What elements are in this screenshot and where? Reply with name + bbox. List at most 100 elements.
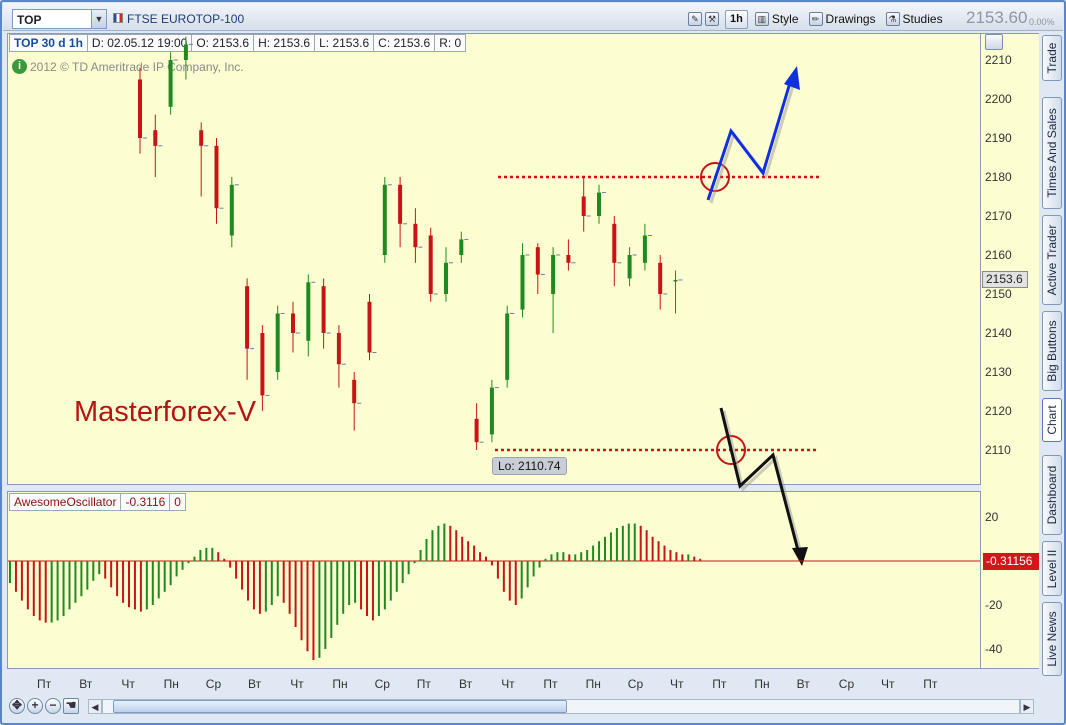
- symbol-selector[interactable]: TOP ▼: [12, 9, 107, 29]
- time-axis-label: Вт: [796, 677, 810, 691]
- eu-flag-icon: [113, 13, 123, 23]
- oscillator-name[interactable]: AwesomeOscillator: [9, 493, 122, 511]
- price-tick-label: 2120: [985, 404, 1012, 418]
- candle-body: [183, 44, 188, 60]
- price-chart-panel[interactable]: [7, 33, 981, 485]
- candle-body: [306, 282, 311, 341]
- candle-body: [428, 235, 433, 294]
- candle-body: [535, 247, 540, 275]
- copyright-notice: 2012 © TD Ameritrade IP Company, Inc.: [30, 60, 244, 74]
- time-axis-label: Чт: [670, 677, 684, 691]
- studies-icon: ⚗: [885, 12, 900, 26]
- style-button[interactable]: ▥ Style: [750, 10, 804, 29]
- style-label: Style: [771, 12, 799, 26]
- down-arrow: [719, 407, 802, 559]
- drawing-tool-icon[interactable]: ✎: [688, 12, 702, 26]
- candle-body: [398, 184, 403, 224]
- zoom-out-icon[interactable]: −: [45, 698, 61, 714]
- bar-range: R: 0: [435, 34, 467, 52]
- low-price-label: Lo: 2110.74: [492, 457, 567, 475]
- studies-button[interactable]: ⚗ Studies: [881, 10, 948, 29]
- tab-live-news[interactable]: Live News: [1042, 602, 1062, 676]
- up-arrow: [706, 75, 794, 201]
- price-tick-label: 2210: [985, 53, 1012, 67]
- pencil-icon: ✏: [808, 12, 823, 26]
- down-arrow-shadow: [722, 410, 805, 562]
- scroll-right-icon[interactable]: ▶: [1020, 699, 1034, 714]
- candle-body: [505, 313, 510, 380]
- time-axis-label: Ср: [627, 677, 644, 691]
- pan-icon[interactable]: ✥: [9, 698, 25, 714]
- candle-body: [612, 223, 617, 263]
- tab-times-and-sales[interactable]: Times And Sales: [1042, 97, 1062, 209]
- tab-chart[interactable]: Chart: [1042, 398, 1062, 442]
- tab-label: Times And Sales: [1045, 108, 1059, 198]
- candle-body: [673, 279, 678, 282]
- candle-body: [444, 262, 448, 294]
- side-tab-bar: Trade Times And Sales Active Trader Big …: [1041, 33, 1063, 697]
- up-arrow-shadow: [709, 78, 797, 204]
- price-tick-label: 2170: [985, 209, 1012, 223]
- candle-body: [336, 333, 341, 365]
- time-axis-label: Вт: [459, 677, 473, 691]
- price-tick-label: 2110: [985, 443, 1011, 457]
- candle-body: [168, 60, 173, 107]
- scroll-thumb[interactable]: [113, 700, 567, 713]
- wrench-icon[interactable]: ⚒: [705, 12, 719, 26]
- candle-body: [413, 223, 418, 248]
- price-tick-label: 2130: [985, 365, 1012, 379]
- time-axis-label: Чт: [881, 677, 895, 691]
- tab-dashboard[interactable]: Dashboard: [1042, 455, 1062, 535]
- time-axis-label: Пн: [754, 677, 770, 691]
- time-axis-label: Ср: [838, 677, 855, 691]
- hand-icon[interactable]: ☚: [63, 698, 79, 714]
- timeframe-button[interactable]: 1h: [725, 9, 748, 29]
- tab-label: Big Buttons: [1045, 320, 1059, 382]
- candle-body: [520, 255, 525, 310]
- time-axis-label: Пн: [585, 677, 601, 691]
- symbol-value: TOP: [17, 13, 42, 27]
- down-arrow-head: [792, 547, 808, 566]
- bar-high: H: 2153.6: [254, 34, 316, 52]
- tab-level-ii[interactable]: Level II: [1042, 541, 1062, 596]
- info-icon[interactable]: i: [12, 59, 27, 74]
- candle-body: [658, 262, 663, 294]
- chart-settings-icon[interactable]: [985, 34, 1003, 50]
- up-arrow-head: [784, 66, 800, 90]
- candle-body: [627, 255, 632, 279]
- candle-body: [642, 235, 647, 263]
- drawings-button[interactable]: ✏ Drawings: [804, 10, 881, 29]
- time-axis[interactable]: Пт Вт Чт Пн Ср Вт Чт Пн Ср Пт Вт Чт Пт Пн Ср Чт Пт Пн Вт Ср…: [7, 671, 1039, 693]
- tab-big-buttons[interactable]: Big Buttons: [1042, 311, 1062, 391]
- candle-body: [459, 239, 464, 255]
- bar-close: C: 2153.6: [374, 34, 436, 52]
- tab-active-trader[interactable]: Active Trader: [1042, 215, 1062, 305]
- candle-body: [153, 130, 158, 146]
- time-axis-label: Ср: [205, 677, 222, 691]
- candle-body: [275, 313, 280, 372]
- candle-body: [352, 379, 357, 404]
- masterforex-label: Masterforex-V: [74, 396, 257, 428]
- symbol-dropdown-icon[interactable]: ▼: [91, 10, 106, 28]
- time-axis-label: Пт: [543, 677, 558, 691]
- time-axis-label: Пн: [332, 677, 348, 691]
- time-axis-label: Чт: [501, 677, 515, 691]
- scroll-left-icon[interactable]: ◀: [88, 699, 102, 714]
- time-axis-label: Чт: [121, 677, 135, 691]
- oscillator-tick-label: -20: [985, 598, 1003, 612]
- time-axis-label: Пт: [712, 677, 727, 691]
- tab-trade[interactable]: Trade: [1042, 35, 1062, 81]
- zoom-in-icon[interactable]: +: [27, 698, 43, 714]
- candle-body: [597, 192, 601, 216]
- tab-label: Level II: [1045, 549, 1059, 588]
- candle-body: [291, 313, 295, 333]
- price-tick-label: 2200: [985, 92, 1012, 106]
- candle-body: [367, 301, 372, 353]
- chart-title: TOP 30 d 1h: [9, 34, 88, 52]
- tab-label: Live News: [1045, 611, 1059, 667]
- oscillator-param: 0: [170, 493, 186, 511]
- oscillator-tick-label: -40: [985, 642, 1003, 656]
- oscillator-panel[interactable]: [7, 491, 981, 669]
- candle-body: [382, 184, 387, 255]
